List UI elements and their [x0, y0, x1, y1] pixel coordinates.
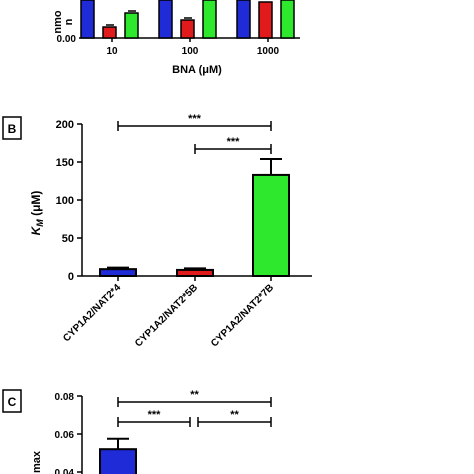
panel-c-sig-label: ** [230, 409, 239, 421]
panel-c-bar [99, 448, 137, 474]
panel-a-xtick-label: 1000 [257, 46, 280, 57]
panel-c-sig-label: *** [148, 409, 162, 421]
panel-a-xtick-label: 100 [182, 46, 199, 57]
panel-b-bar [252, 173, 290, 277]
panel-c-ytick-label: 0.04 [55, 468, 75, 474]
panel-c: C max 0.040.060.08 ***** ** [2, 389, 272, 474]
panel-b-ylabel: KM (μM) [29, 191, 45, 236]
panel-b-letter: B [8, 122, 17, 136]
panel-b: B KM (μM) 0 50 100 150 200 *** *** CYP1A2/NAT… [2, 113, 312, 349]
panel-b-bar [176, 268, 214, 278]
panel-a-ylabel-2: n [63, 18, 75, 25]
panel-a-bar [102, 26, 117, 39]
panel-b-ytick-label: 100 [56, 195, 74, 207]
panel-b-ytick-label: 50 [62, 233, 74, 245]
panel-a-bar [258, 1, 273, 39]
panel-b-xtick-label: CYP1A2/NAT2*5B [133, 282, 200, 349]
panel-a: nmo n 0.00 10 100 1000 BNA (μM) [52, 0, 300, 76]
panel-b-ytick-label: 0 [68, 271, 74, 283]
panel-b-ytick-label: 200 [56, 119, 74, 131]
panel-a-bar [80, 0, 95, 39]
panel-a-bar [280, 0, 295, 39]
panel-b-ytick-label: 150 [56, 157, 74, 169]
panel-b-bar [99, 268, 137, 278]
panel-a-xlabel: BNA (μM) [172, 64, 222, 76]
panel-c-letter: C [8, 395, 17, 409]
panel-a-ytick-label: 0.00 [57, 34, 77, 45]
panel-b-xtick-label: CYP1A2/NAT2*4 [61, 282, 123, 344]
panel-a-ylabel-1: nmo [52, 10, 64, 34]
panel-a-bar [236, 0, 251, 39]
panel-a-bar [202, 0, 217, 39]
panel-c-letter-box [2, 389, 22, 413]
panel-a-bar [180, 19, 195, 39]
panel-b-xtick-label: CYP1A2/NAT2*7B [209, 282, 276, 349]
panel-b-letter-box [2, 116, 22, 140]
panel-a-bar [124, 12, 139, 39]
panel-c-ytick-label: 0.08 [55, 392, 75, 403]
panel-c-sig-label: ** [190, 389, 199, 401]
panel-c-ylabel: max [31, 450, 43, 473]
panel-a-xtick-label: 10 [106, 46, 118, 57]
panel-a-bar [158, 0, 173, 39]
panel-b-sig-label: *** [188, 113, 202, 125]
panel-b-sig-label: *** [227, 136, 241, 148]
panel-c-ytick-label: 0.06 [55, 430, 75, 441]
